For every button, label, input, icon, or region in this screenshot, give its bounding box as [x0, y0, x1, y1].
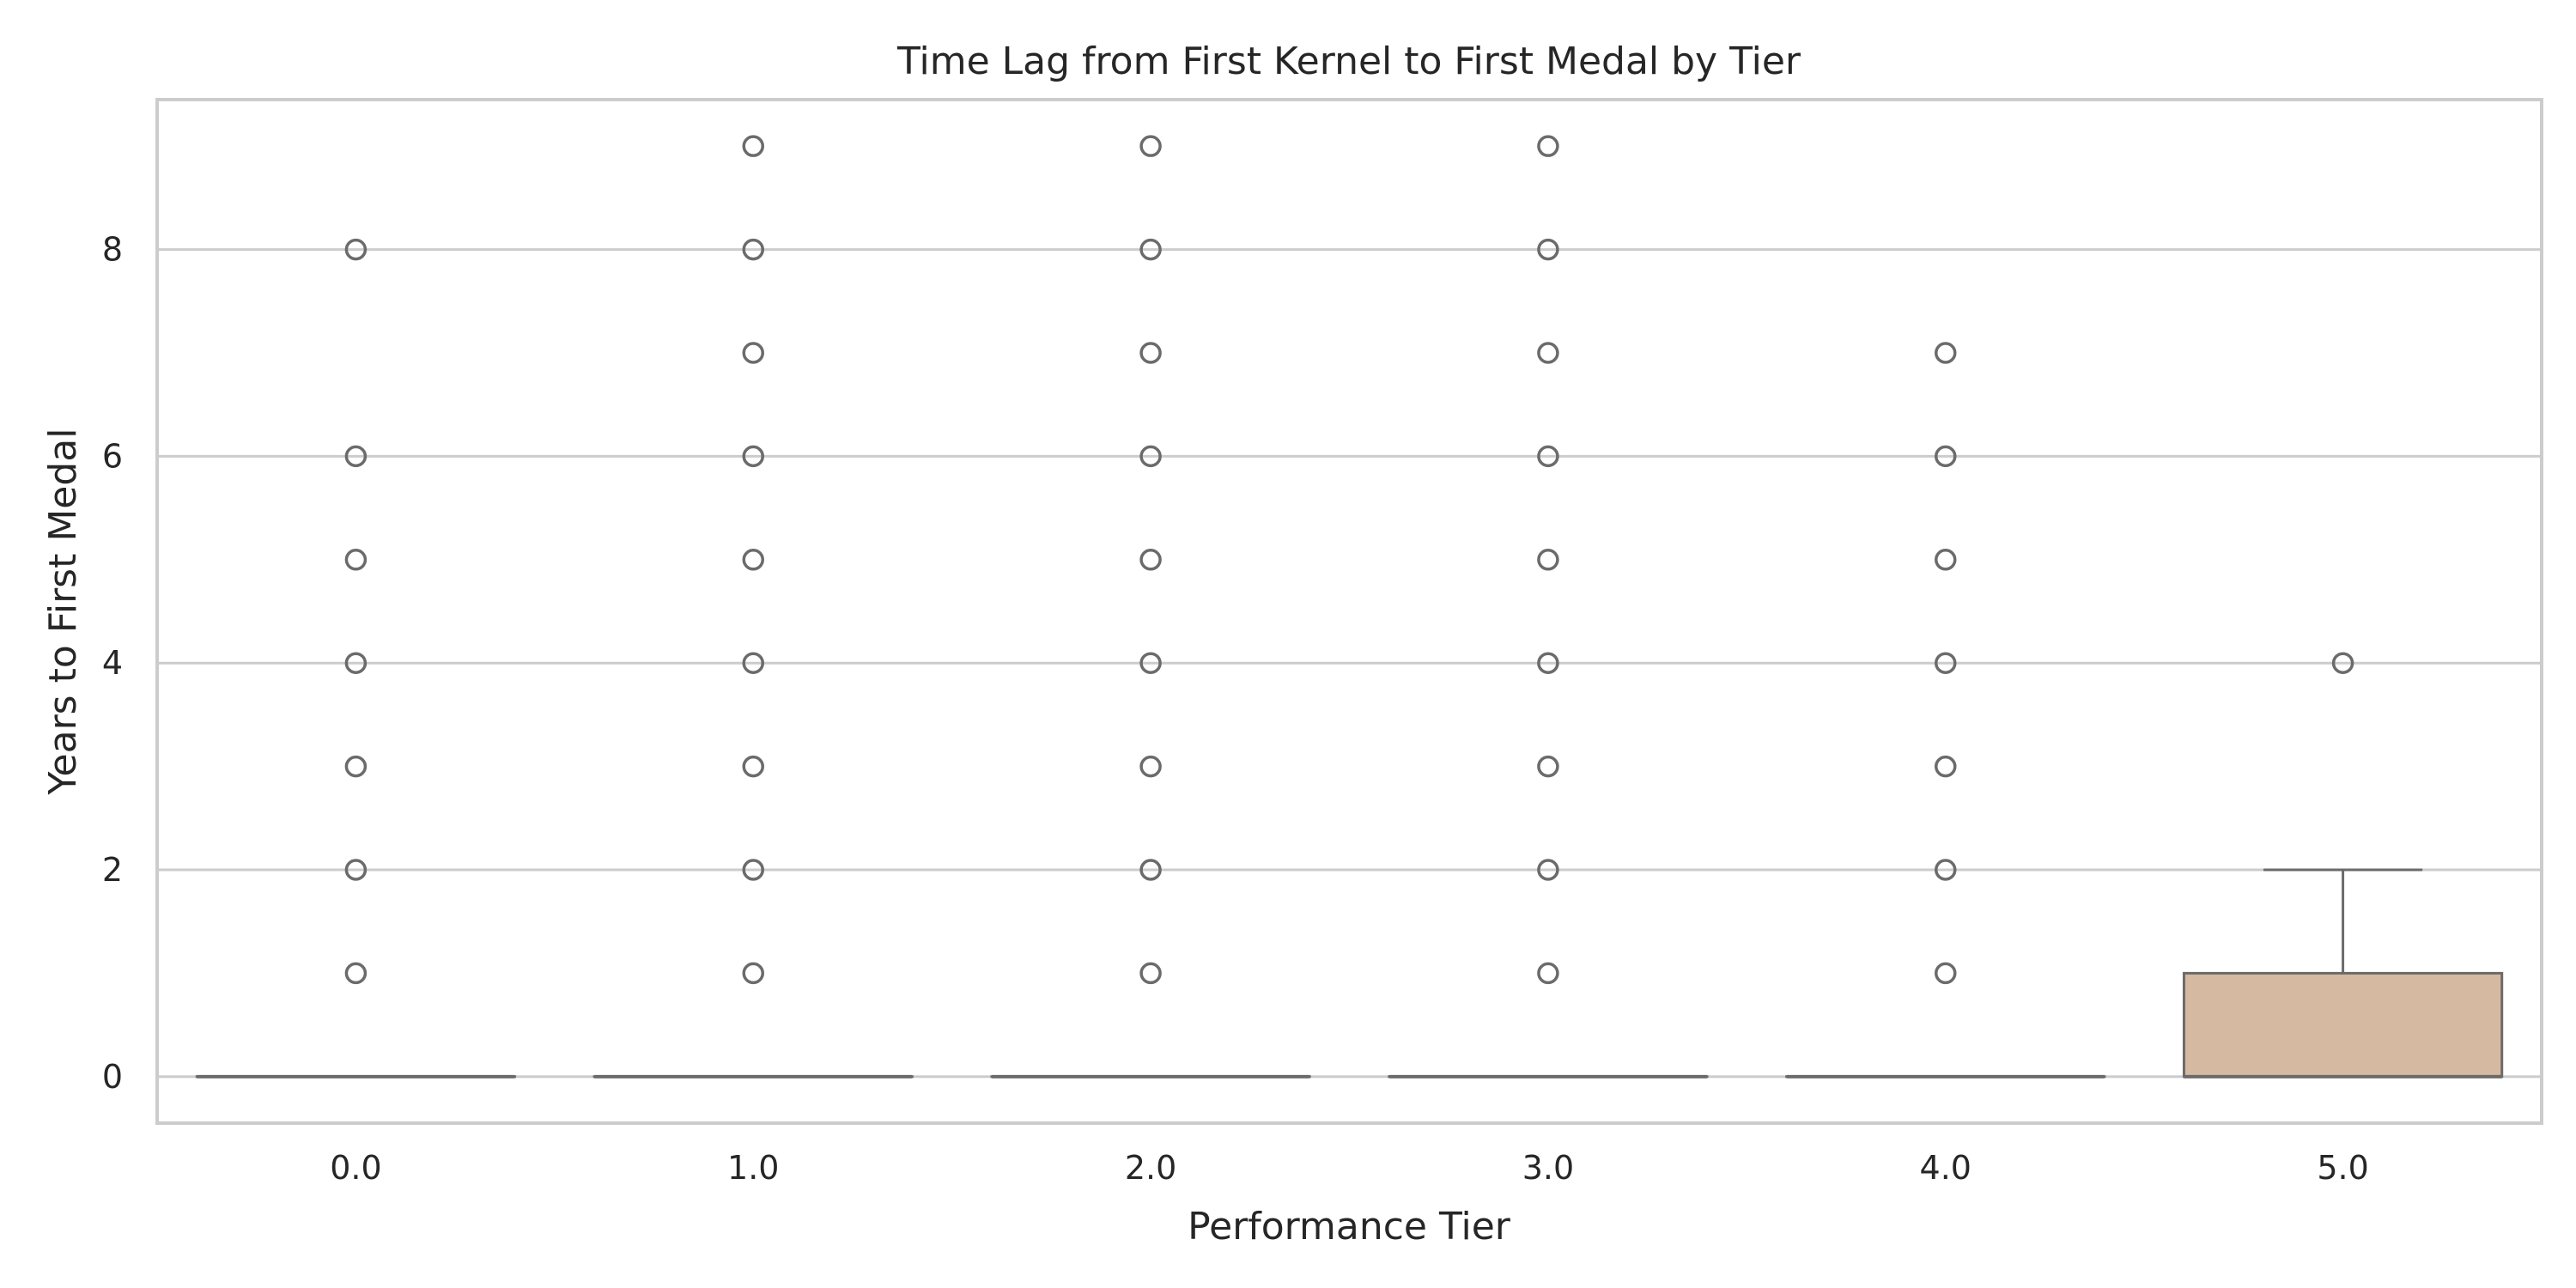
- outlier-point: [1935, 549, 1957, 571]
- outlier-point: [742, 549, 764, 571]
- outlier-point: [742, 135, 764, 157]
- outlier-point: [1139, 238, 1162, 261]
- outlier-layer: [344, 135, 2354, 985]
- y-tick-label: 4: [102, 644, 123, 682]
- outlier-point: [1139, 859, 1162, 881]
- tick-layer: 0 2 4 6 8 0.0 1.0 2.0 3.0 4.0 5.0: [102, 231, 2369, 1187]
- outlier-point: [344, 755, 368, 778]
- y-tick-label: 8: [102, 231, 123, 269]
- outlier-point: [742, 755, 764, 778]
- outlier-point: [742, 962, 764, 985]
- outlier-point: [1935, 445, 1957, 468]
- outlier-point: [344, 859, 368, 881]
- outlier-point: [1935, 859, 1957, 881]
- outlier-point: [1139, 549, 1162, 571]
- outlier-point: [1537, 135, 1559, 157]
- outlier-point: [1935, 652, 1957, 674]
- outlier-point: [1537, 238, 1559, 261]
- outlier-point: [1537, 962, 1559, 985]
- outlier-point: [344, 652, 368, 674]
- x-tick-label: 1.0: [727, 1149, 779, 1187]
- outlier-point: [344, 445, 368, 468]
- x-tick-label: 2.0: [1125, 1149, 1176, 1187]
- y-tick-label: 2: [102, 851, 123, 889]
- outlier-point: [1935, 962, 1957, 985]
- x-axis-label: Performance Tier: [1188, 1205, 1511, 1249]
- outlier-point: [1537, 859, 1559, 881]
- box-iqr: [2182, 971, 2504, 1078]
- outlier-point: [1139, 962, 1162, 985]
- x-tick-label: 0.0: [330, 1149, 381, 1187]
- outlier-point: [1537, 549, 1559, 571]
- outlier-point: [344, 549, 368, 571]
- outlier-point: [1537, 445, 1559, 468]
- y-tick-label: 6: [102, 437, 123, 475]
- outlier-point: [742, 652, 764, 674]
- grid-layer: [157, 248, 2542, 1078]
- outlier-point: [1139, 652, 1162, 674]
- outlier-point: [1139, 445, 1162, 468]
- outlier-point: [2331, 652, 2354, 674]
- outlier-point: [1139, 755, 1162, 778]
- outlier-point: [742, 859, 764, 881]
- outlier-point: [1139, 342, 1162, 364]
- y-tick-label: 0: [102, 1058, 123, 1096]
- x-tick-label: 5.0: [2317, 1149, 2368, 1187]
- outlier-point: [1935, 755, 1957, 778]
- plot-frame: [155, 98, 2543, 1125]
- outlier-point: [1139, 135, 1162, 157]
- x-tick-label: 3.0: [1522, 1149, 1574, 1187]
- outlier-point: [742, 238, 764, 261]
- y-axis-label: Years to First Medal: [41, 428, 85, 796]
- outlier-point: [742, 445, 764, 468]
- outlier-point: [1935, 342, 1957, 364]
- outlier-point: [742, 342, 764, 364]
- outlier-point: [1537, 652, 1559, 674]
- outlier-point: [344, 962, 368, 985]
- chart-title: Time Lag from First Kernel to First Meda…: [896, 39, 1801, 83]
- outlier-point: [1537, 755, 1559, 778]
- x-tick-label: 4.0: [1920, 1149, 1971, 1187]
- box-layer: [195, 868, 2504, 1078]
- outlier-point: [344, 238, 368, 261]
- outlier-point: [1537, 342, 1559, 364]
